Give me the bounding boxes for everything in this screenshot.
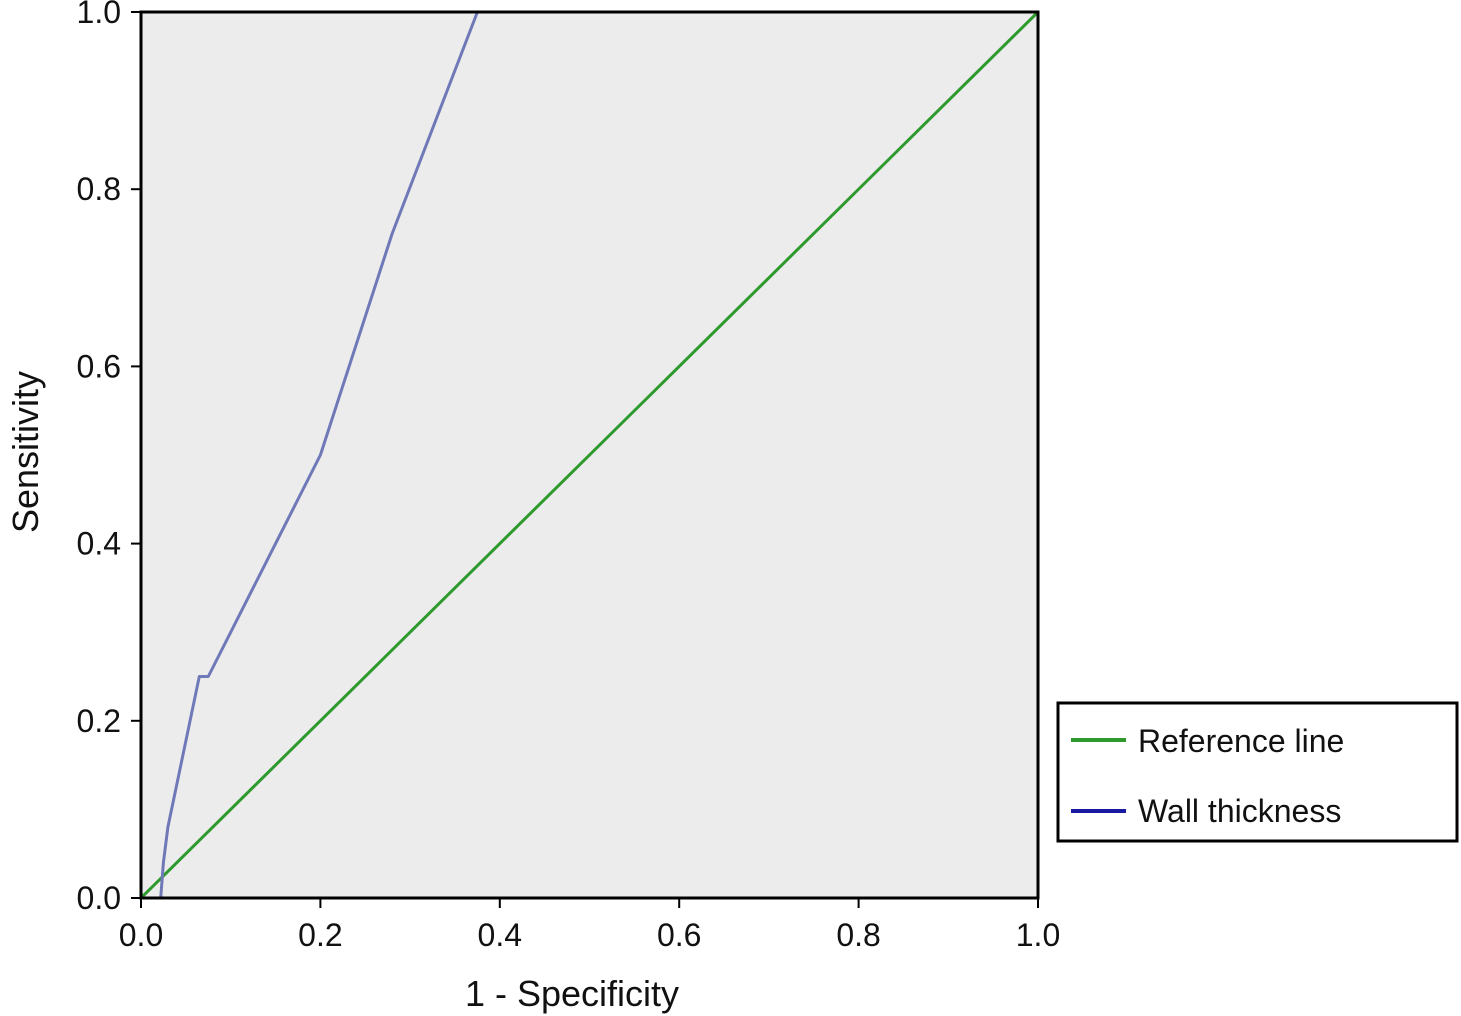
- series-line-reference-line: [139, 10, 1040, 900]
- x-tick-label: 1.0: [1016, 917, 1060, 953]
- legend-label-reference-line: Reference line: [1138, 723, 1344, 759]
- legend-box: [1056, 701, 1459, 843]
- y-tick-label: 0.6: [77, 348, 121, 384]
- axis-ticks: 0.0 0.2 0.4 0.6 0.8 1.0 0.0 0.2 0.4 0.6 0.8 1.0: [77, 0, 1061, 953]
- y-tick-label: 0.2: [77, 703, 121, 739]
- legend: Reference line Wall thickness: [1056, 701, 1459, 843]
- y-tick-label: 0.4: [77, 526, 121, 562]
- legend-label-wall-thickness: Wall thickness: [1138, 793, 1341, 829]
- y-axis-title: Sensitivity: [5, 371, 46, 533]
- x-axis-title: 1 - Specificity: [465, 973, 679, 1014]
- y-tick-label: 0.0: [77, 880, 121, 916]
- x-tick-label: 0.2: [298, 917, 342, 953]
- y-tick-label: 1.0: [77, 0, 121, 30]
- y-tick-label: 0.8: [77, 171, 121, 207]
- x-tick-label: 0.4: [478, 917, 522, 953]
- x-tick-label: 0.6: [657, 917, 701, 953]
- x-tick-label: 0.0: [119, 917, 163, 953]
- plot-frame: [139, 10, 1040, 900]
- x-tick-label: 0.8: [836, 917, 880, 953]
